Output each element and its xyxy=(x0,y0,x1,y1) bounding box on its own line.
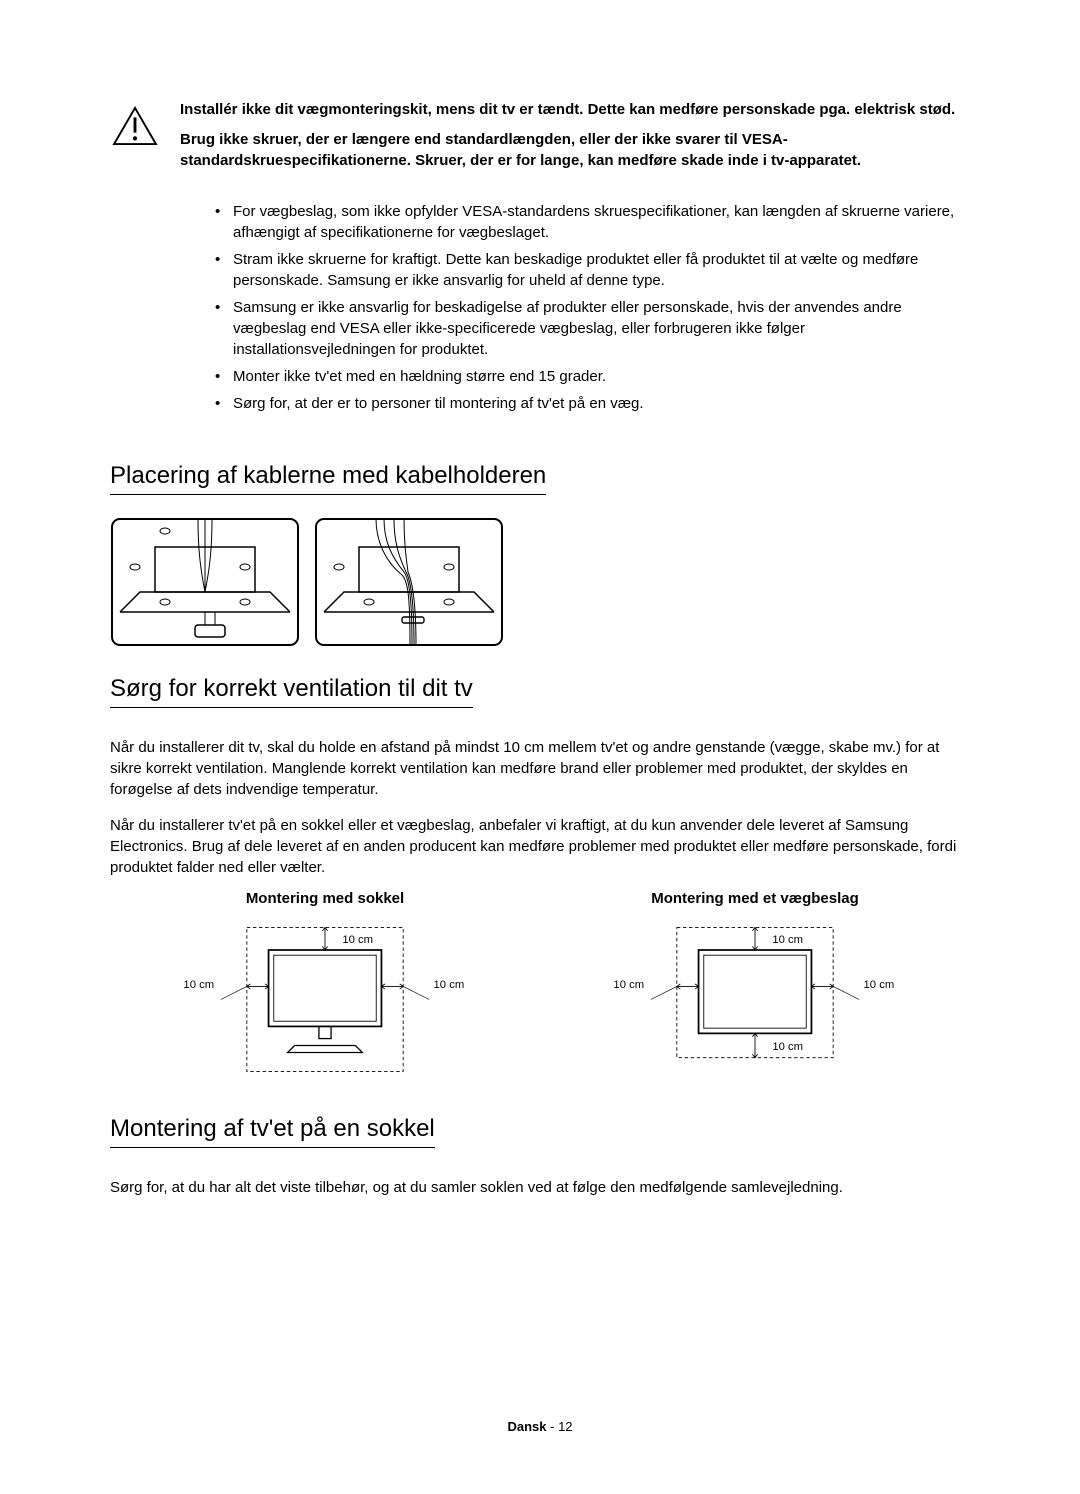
bullet-item: Monter ikke tv'et med en hældning større… xyxy=(215,366,970,387)
cable-figures xyxy=(110,517,970,647)
bullet-item: Samsung er ikke ansvarlig for beskadigel… xyxy=(215,297,970,360)
section-stand-mount-title: Montering af tv'et på en sokkel xyxy=(110,1115,435,1148)
ventilation-figures: Montering med sokkel 10 cm xyxy=(110,890,970,1087)
warning-icon xyxy=(110,100,160,181)
ventilation-stand-title: Montering med sokkel xyxy=(145,890,505,907)
bullet-item: Stram ikke skruerne for kraftigt. Dette … xyxy=(215,249,970,291)
footer-sep: - xyxy=(547,1419,559,1434)
footer-language: Dansk xyxy=(507,1419,546,1434)
svg-text:10 cm: 10 cm xyxy=(183,979,214,991)
section-ventilation-title: Sørg for korrekt ventilation til dit tv xyxy=(110,675,473,708)
warning-bullet-list: For vægbeslag, som ikke opfylder VESA-st… xyxy=(175,201,970,414)
svg-text:10 cm: 10 cm xyxy=(613,979,644,991)
svg-text:10 cm: 10 cm xyxy=(864,979,895,991)
warning-block: Installér ikke dit vægmonteringskit, men… xyxy=(110,100,970,181)
ventilation-wall-title: Montering med et vægbeslag xyxy=(575,890,935,907)
footer-page: 12 xyxy=(558,1419,572,1434)
ventilation-para-2: Når du installerer tv'et på en sokkel el… xyxy=(110,815,970,878)
manual-page: Installér ikke dit vægmonteringskit, men… xyxy=(0,0,1080,1494)
cable-fig-2 xyxy=(314,517,504,647)
ventilation-para-1: Når du installerer dit tv, skal du holde… xyxy=(110,737,970,800)
ventilation-wall-block: Montering med et vægbeslag 10 cm 10 cm xyxy=(575,890,935,1087)
bullet-item: Sørg for, at der er to personer til mont… xyxy=(215,393,970,414)
section-cable-title: Placering af kablerne med kabelholderen xyxy=(110,462,546,495)
bullet-item: For vægbeslag, som ikke opfylder VESA-st… xyxy=(215,201,970,243)
ventilation-stand-diagram: 10 cm 10 cm 10 cm xyxy=(150,917,500,1082)
warning-text: Installér ikke dit vægmonteringskit, men… xyxy=(180,100,970,181)
svg-text:10 cm: 10 cm xyxy=(434,979,465,991)
ventilation-stand-block: Montering med sokkel 10 cm xyxy=(145,890,505,1087)
ventilation-wall-diagram: 10 cm 10 cm 10 cm 10 cm xyxy=(580,917,930,1082)
page-footer: Dansk - 12 xyxy=(0,1419,1080,1434)
svg-text:10 cm: 10 cm xyxy=(772,934,803,946)
svg-text:10 cm: 10 cm xyxy=(342,934,373,946)
warning-line-2: Brug ikke skruer, der er længere end sta… xyxy=(180,130,970,171)
stand-mount-para: Sørg for, at du har alt det viste tilbeh… xyxy=(110,1177,970,1198)
svg-text:10 cm: 10 cm xyxy=(772,1041,803,1053)
cable-fig-1 xyxy=(110,517,300,647)
warning-line-1: Installér ikke dit vægmonteringskit, men… xyxy=(180,100,970,120)
